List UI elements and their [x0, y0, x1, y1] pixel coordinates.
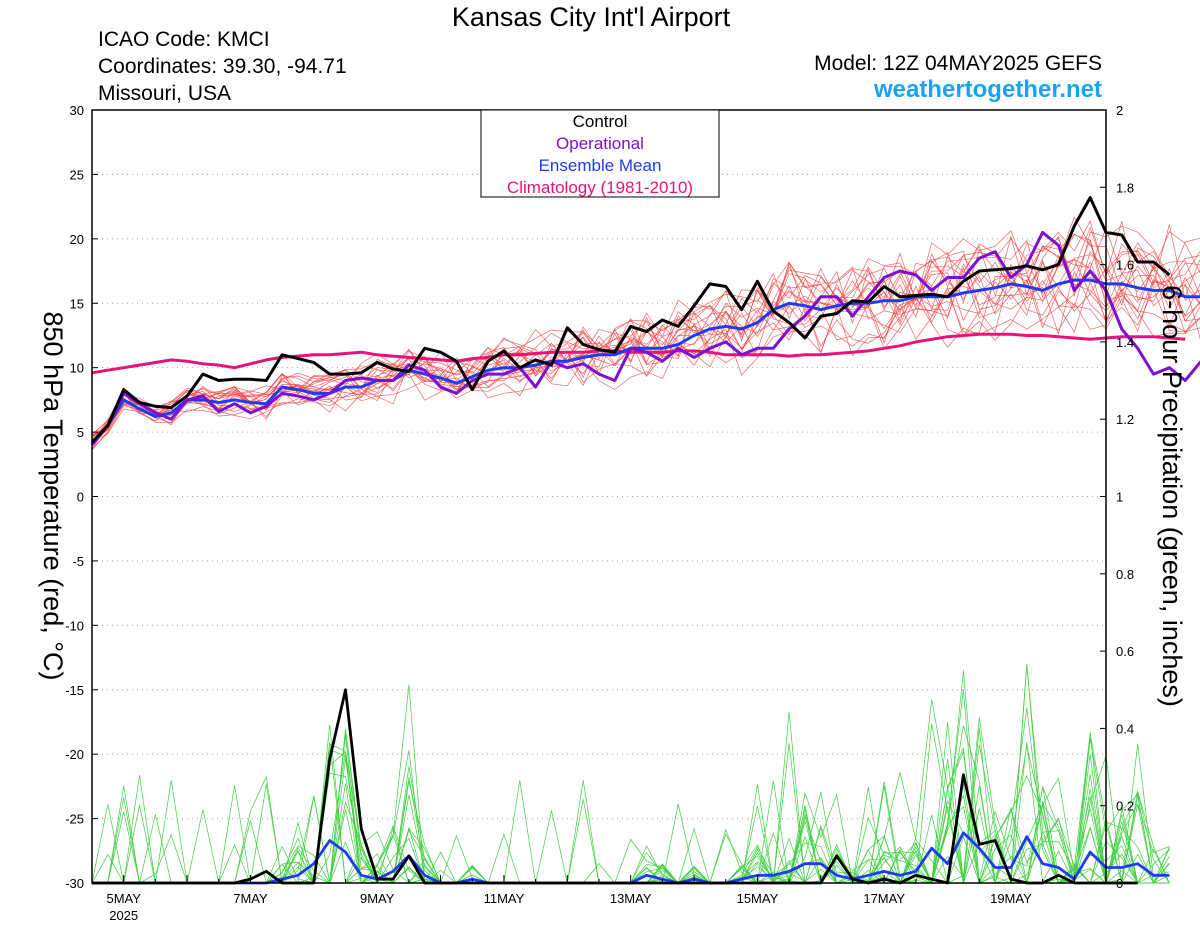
- precipitation-member-line: [92, 732, 1170, 885]
- legend-entry-ensemble-mean: Ensemble Mean: [539, 156, 662, 175]
- x-tick-year-label: 2025: [109, 908, 138, 923]
- temperature-member-line: [91, 279, 1200, 451]
- y-left-tick-label: -5: [72, 554, 84, 569]
- temperature-control-line: [90, 196, 1171, 444]
- x-tick-label: 17MAY: [863, 891, 905, 906]
- chart-title: Kansas City Int'l Airport: [451, 2, 731, 32]
- temperature-climatology-line: [91, 332, 1186, 375]
- location-label: Missouri, USA: [98, 82, 232, 105]
- x-tick-label: 11MAY: [484, 891, 525, 906]
- site-link[interactable]: weathertogether.net: [873, 76, 1102, 103]
- temperature-member-line: [91, 227, 1200, 438]
- precipitation-member-line: [92, 689, 1170, 884]
- y-left-tick-label: 20: [70, 232, 84, 247]
- y-left-tick-label: -30: [65, 876, 84, 891]
- legend-entry-climatology: Climatology (1981-2010): [507, 178, 693, 197]
- precipitation-member-line: [92, 684, 1170, 885]
- y-left-tick-label: -15: [65, 683, 84, 698]
- temperature-member-line: [91, 225, 1200, 436]
- legend-entry-control: Control: [573, 112, 628, 131]
- temperature-member-line: [91, 272, 1200, 443]
- precipitation-control-line: [92, 688, 1138, 885]
- x-tick-label: 5MAY: [106, 891, 141, 906]
- x-tick-label: 9MAY: [360, 891, 395, 906]
- precipitation-member-line: [91, 707, 1170, 885]
- y-left-tick-label: 30: [70, 103, 84, 118]
- coordinates-label: Coordinates: 39.30, -94.71: [98, 55, 347, 78]
- ensemble-member-lines: [91, 216, 1200, 885]
- y-left-tick-label: -20: [65, 747, 84, 762]
- y-right-tick-label: 1: [1116, 490, 1123, 505]
- y-right-tick-label: 1.8: [1116, 180, 1134, 195]
- y-left-tick-label: 0: [77, 490, 84, 505]
- y-right-tick-label: 1.2: [1116, 412, 1134, 427]
- y-right-tick-label: 0.8: [1116, 567, 1134, 582]
- x-tick-label: 19MAY: [990, 891, 1032, 906]
- precipitation-member-line: [91, 717, 1170, 885]
- x-tick-label: 7MAY: [233, 891, 268, 906]
- y-right-tick-label: 0.2: [1116, 799, 1134, 814]
- legend-box: [480, 109, 720, 198]
- icao-code-label: ICAO Code: KMCI: [98, 28, 270, 51]
- y-right-tick-label: 1.4: [1116, 335, 1134, 350]
- precipitation-member-line: [92, 728, 1170, 885]
- y-left-tick-label: 10: [70, 361, 84, 376]
- precipitation-member-line: [92, 722, 1170, 885]
- y-left-tick-label: 15: [70, 296, 84, 311]
- y-left-tick-label: 5: [77, 425, 84, 440]
- temperature-member-line: [91, 259, 1200, 444]
- y-left-axis-title: 850 hPa Temperature (red, °C): [38, 312, 68, 681]
- y-right-tick-label: 2: [1116, 103, 1123, 118]
- model-run-label: Model: 12Z 04MAY2025 GEFS: [814, 52, 1102, 75]
- temperature-member-line: [91, 230, 1200, 439]
- y-right-tick-label: 0: [1116, 876, 1123, 891]
- x-tick-label: 15MAY: [737, 891, 779, 906]
- temperature-operational-line: [90, 230, 1200, 446]
- axis-ticks: 302520151050-5-10-15-20-25-3021.81.61.41…: [65, 103, 1134, 923]
- temperature-member-line: [91, 254, 1200, 441]
- temperature-member-line: [91, 258, 1200, 450]
- y-left-tick-label: -10: [65, 618, 84, 633]
- legend-entry-operational: Operational: [556, 134, 644, 153]
- temperature-ensemble-mean-line: [90, 278, 1200, 444]
- y-right-tick-label: 1.6: [1116, 258, 1134, 273]
- legend: Control Operational Ensemble Mean Climatolo…: [480, 109, 720, 198]
- y-left-tick-label: 25: [70, 167, 84, 182]
- x-tick-label: 13MAY: [610, 891, 652, 906]
- y-left-tick-label: -25: [65, 812, 84, 827]
- temperature-member-line: [91, 270, 1200, 449]
- gridlines: [92, 173, 1106, 820]
- precipitation-member-line: [92, 699, 1170, 885]
- precipitation-member-line: [92, 711, 1170, 885]
- y-right-axis-title: 6-hour Precipitation (green, inches): [1157, 285, 1187, 707]
- y-right-tick-label: 0.4: [1116, 721, 1134, 736]
- y-right-tick-label: 0.6: [1116, 644, 1134, 659]
- temperature-member-line: [91, 238, 1200, 442]
